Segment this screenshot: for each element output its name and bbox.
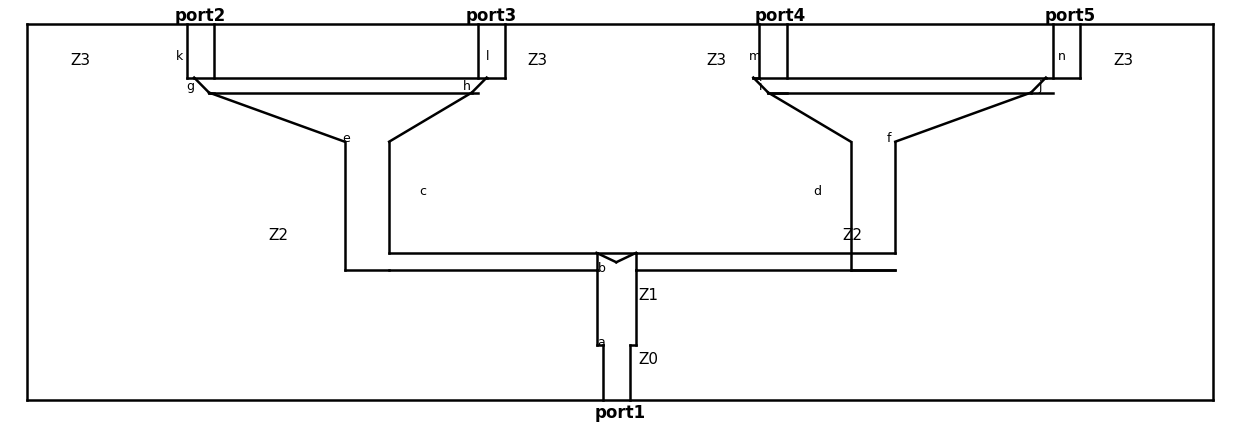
Text: e: e	[342, 132, 350, 145]
Text: Z3: Z3	[707, 53, 727, 68]
Text: Z3: Z3	[71, 53, 91, 68]
Text: k: k	[176, 50, 184, 63]
Text: a: a	[598, 336, 605, 349]
Text: i: i	[759, 80, 763, 93]
Text: Z2: Z2	[842, 228, 862, 243]
Text: port1: port1	[594, 404, 646, 422]
Text: n: n	[1058, 50, 1066, 63]
Text: Z0: Z0	[639, 352, 658, 367]
Text: d: d	[813, 185, 822, 198]
Text: port3: port3	[466, 6, 517, 25]
Text: port4: port4	[755, 6, 806, 25]
Text: f: f	[887, 132, 892, 145]
Text: h: h	[463, 80, 471, 93]
Text: c: c	[419, 185, 427, 198]
Text: Z3: Z3	[527, 53, 548, 68]
Text: m: m	[749, 50, 760, 63]
Text: port2: port2	[175, 6, 226, 25]
Text: l: l	[486, 50, 490, 63]
Text: j: j	[1038, 80, 1042, 93]
Text: Z3: Z3	[1114, 53, 1133, 68]
Text: b: b	[598, 262, 605, 275]
Text: g: g	[186, 80, 195, 93]
Text: Z1: Z1	[639, 288, 658, 303]
Text: Z2: Z2	[268, 228, 288, 243]
Text: port5: port5	[1045, 6, 1096, 25]
